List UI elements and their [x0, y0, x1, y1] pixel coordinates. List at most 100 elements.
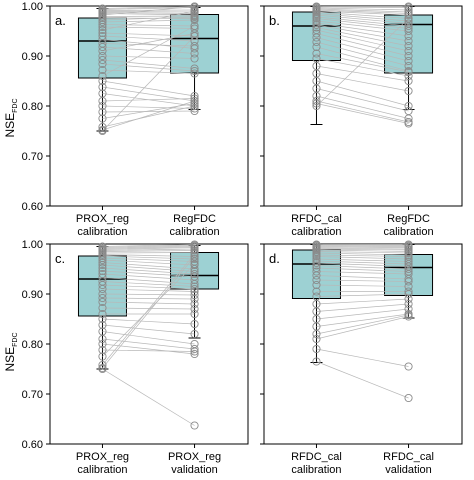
paired-line [102, 246, 195, 249]
panel-label: d. [269, 251, 280, 266]
panel-label: b. [269, 13, 280, 28]
paired-line [316, 361, 409, 399]
data-point [190, 64, 199, 73]
data-point [190, 249, 199, 259]
y-tick-label: 1.00 [22, 239, 43, 251]
data-point [312, 14, 321, 23]
paired-line [316, 46, 409, 72]
paired-line [316, 37, 409, 62]
data-point [312, 287, 321, 296]
data-point [190, 49, 199, 58]
data-point [312, 334, 321, 344]
data-point [98, 114, 107, 123]
paired-line [316, 314, 409, 335]
data-point [404, 289, 413, 299]
y-axis-label-top: NSEFDC [3, 98, 19, 137]
data-point [312, 258, 321, 268]
category-label: calibration [291, 464, 341, 476]
y-tick-label: 0.70 [22, 151, 43, 163]
data-point [404, 41, 413, 51]
paired-line [102, 293, 195, 296]
box-iqr [291, 249, 341, 299]
data-point [98, 345, 107, 355]
data-point [404, 71, 413, 81]
paired-line [316, 244, 409, 246]
y-tick-label: 0.70 [22, 389, 43, 401]
category-label: calibration [291, 226, 341, 238]
paired-line [102, 331, 195, 345]
data-point [190, 12, 199, 22]
data-point [312, 261, 321, 270]
data-point [190, 284, 199, 294]
data-point [312, 42, 321, 52]
paired-line [102, 343, 195, 355]
data-point [404, 46, 413, 56]
paired-line [102, 368, 195, 426]
data-point [190, 66, 199, 76]
paired-line [102, 26, 195, 29]
data-point [312, 23, 321, 32]
category-label: calibration [383, 226, 433, 238]
data-point [190, 299, 199, 309]
paired-line [102, 248, 195, 251]
paired-line [316, 22, 409, 37]
data-point [404, 294, 413, 304]
data-point [98, 334, 107, 344]
paired-line [316, 279, 409, 282]
paired-line [102, 55, 195, 59]
data-point [404, 10, 413, 20]
data-point [98, 251, 107, 261]
y-axis-label-bottom: NSEFDC [3, 332, 19, 371]
data-point [404, 362, 413, 371]
paired-line [316, 284, 409, 287]
paired-line [316, 303, 409, 312]
data-point [98, 314, 107, 324]
paired-line [102, 318, 195, 325]
paired-line [102, 69, 195, 74]
paired-line [102, 256, 195, 369]
paired-line [316, 254, 409, 257]
paired-line [316, 7, 409, 11]
paired-line [102, 80, 195, 97]
paired-line [316, 275, 409, 280]
y-tick-label: 0.90 [22, 289, 43, 301]
paired-line [102, 35, 195, 132]
y-tick-label: 0.80 [22, 339, 43, 351]
data-point [98, 293, 107, 303]
data-point [98, 364, 107, 374]
data-point [404, 393, 413, 403]
paired-line [316, 41, 409, 67]
paired-line [102, 98, 195, 102]
paired-line [316, 18, 409, 29]
data-point [404, 248, 413, 258]
paired-line [102, 59, 195, 69]
data-point [404, 277, 413, 286]
panel-a: 0.600.700.800.901.00PROX_regcalibrationR… [22, 1, 249, 238]
category-label: RFDC_cal [291, 451, 342, 463]
paired-line [102, 262, 195, 270]
paired-line [316, 348, 409, 367]
paired-line [316, 256, 409, 260]
paired-line [316, 265, 409, 270]
data-point [312, 280, 321, 290]
data-point [98, 122, 107, 132]
data-point [98, 360, 107, 370]
data-point [312, 96, 321, 106]
data-point [190, 282, 199, 291]
data-point [404, 67, 413, 77]
paired-line [316, 11, 409, 19]
paired-line [102, 105, 195, 128]
data-point [98, 263, 107, 273]
paired-line [316, 316, 409, 340]
data-point [190, 99, 199, 108]
paired-line [316, 10, 409, 16]
data-point [98, 284, 107, 294]
data-point [404, 61, 413, 71]
data-point [190, 349, 199, 359]
data-point [312, 254, 321, 264]
paired-line [102, 250, 195, 252]
data-point [190, 31, 199, 41]
data-point [312, 267, 321, 276]
data-point [190, 329, 199, 339]
